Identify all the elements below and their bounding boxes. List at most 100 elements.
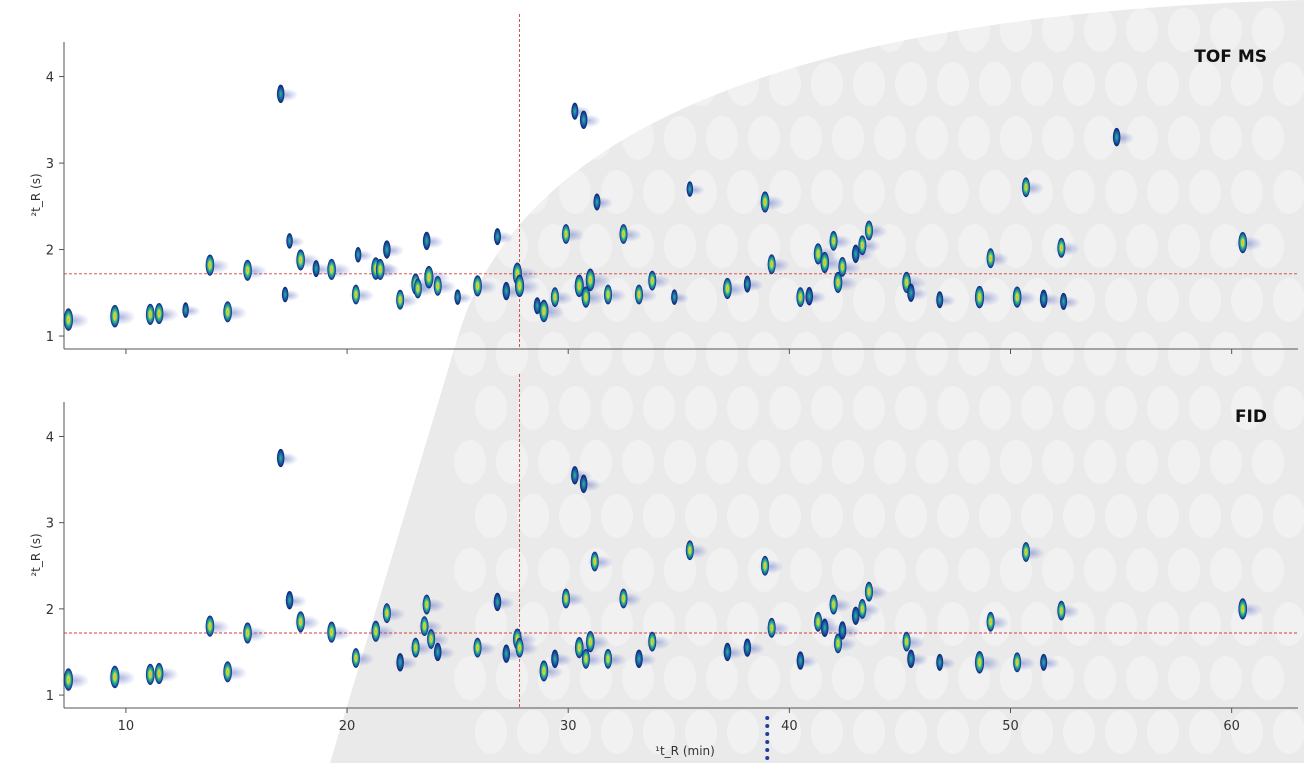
peak — [423, 629, 450, 649]
peak — [352, 246, 374, 263]
photo-vent-hole — [1000, 440, 1032, 484]
peak-spot — [422, 231, 431, 251]
photo-vent-hole — [832, 8, 864, 52]
photo-vent-hole — [1168, 224, 1200, 268]
peak-spot — [427, 629, 436, 649]
photo-vent-hole — [664, 332, 696, 376]
photo-vent-hole — [517, 170, 549, 214]
photo-vent-hole — [937, 62, 969, 106]
peak-spot — [581, 286, 591, 308]
peak-spot — [1039, 289, 1048, 309]
peak-spot — [820, 618, 829, 638]
peak — [720, 642, 745, 662]
photo-vent-hole — [874, 440, 906, 484]
peak — [1057, 292, 1080, 310]
photo-vent-hole — [643, 386, 675, 430]
photo-vent-hole — [475, 62, 507, 106]
x-ticks-fid: 10 20 30 40 50 60 — [118, 708, 1240, 734]
photo-vent-hole — [1231, 170, 1263, 214]
panel-label-tofms: TOF MS — [1194, 47, 1267, 67]
photo-vent-hole — [874, 548, 906, 592]
peak — [682, 540, 709, 561]
peak — [292, 611, 321, 633]
photo-vent-hole — [517, 386, 549, 430]
photo-region — [330, 0, 1304, 763]
photo-vent-hole — [475, 386, 507, 430]
photo-vent-hole — [895, 170, 927, 214]
peak-spot — [590, 551, 599, 572]
photo-vent-hole — [895, 602, 927, 646]
peak — [587, 551, 614, 572]
peak-spot — [571, 102, 579, 120]
photo-vent-hole — [1084, 8, 1116, 52]
dotted-marker — [765, 716, 770, 760]
peak-spot — [351, 648, 360, 668]
marker-dot — [765, 756, 770, 760]
peak-spot — [838, 621, 847, 640]
peak-spot — [454, 289, 461, 305]
photo-vent-hole — [1000, 332, 1032, 376]
peak — [904, 283, 929, 302]
peak-spot — [285, 591, 294, 610]
peak-spot — [502, 281, 511, 301]
photo-vent-hole — [1000, 8, 1032, 52]
peak — [451, 289, 473, 305]
peak-spot — [838, 256, 847, 277]
peak-spot — [550, 287, 559, 308]
peak — [757, 191, 785, 213]
peak-spot — [604, 648, 613, 669]
peak-spot — [767, 617, 776, 638]
peak — [764, 254, 791, 275]
photo-vent-hole — [769, 62, 801, 106]
peak — [764, 617, 791, 638]
photo-vent-hole — [622, 548, 654, 592]
peak — [219, 301, 248, 323]
photo-vent-hole — [643, 710, 675, 754]
peak — [372, 258, 400, 281]
peak — [470, 637, 497, 658]
photo-vent-hole — [832, 548, 864, 592]
peak-spot — [515, 637, 524, 658]
peak-spot — [502, 644, 511, 663]
peak — [1018, 177, 1045, 198]
peak — [826, 231, 853, 251]
photo-vent-hole — [1210, 440, 1242, 484]
x-tick-label: 20 — [339, 719, 356, 734]
photo-vent-hole — [811, 710, 843, 754]
peak — [151, 662, 179, 685]
peak — [835, 256, 861, 277]
peak — [60, 668, 90, 691]
photo-vent-hole — [706, 656, 738, 700]
photo-vent-hole — [727, 386, 759, 430]
marker-dot — [765, 748, 770, 752]
photo-vent-hole — [622, 440, 654, 484]
peak — [535, 299, 565, 323]
photo-vent-hole — [853, 62, 885, 106]
peak-spot — [579, 110, 588, 130]
peak — [600, 648, 627, 669]
photo-vent-hole — [643, 170, 675, 214]
peak-spot — [382, 603, 391, 624]
photo-vent-hole — [1273, 494, 1304, 538]
photo-vent-hole — [916, 548, 948, 592]
photo-vent-hole — [937, 710, 969, 754]
photo-vent-hole — [454, 332, 486, 376]
peak — [826, 594, 853, 615]
photo-vent-hole — [601, 62, 633, 106]
photo-vent-hole — [643, 62, 675, 106]
peak-spot — [593, 193, 601, 211]
peak — [368, 620, 396, 642]
peak — [933, 291, 956, 309]
photo-vent-hole — [1084, 224, 1116, 268]
photo-vent-hole — [1147, 710, 1179, 754]
photo-vent-hole — [1231, 278, 1263, 322]
photo-vent-hole — [1231, 62, 1263, 106]
peak — [983, 611, 1010, 632]
photo-vent-hole — [937, 494, 969, 538]
photo-vent-hole — [727, 602, 759, 646]
peak-spot — [396, 289, 405, 310]
peak-spot — [276, 84, 285, 104]
peak — [802, 287, 827, 306]
photo-vent-hole — [496, 332, 528, 376]
peak — [179, 302, 201, 318]
